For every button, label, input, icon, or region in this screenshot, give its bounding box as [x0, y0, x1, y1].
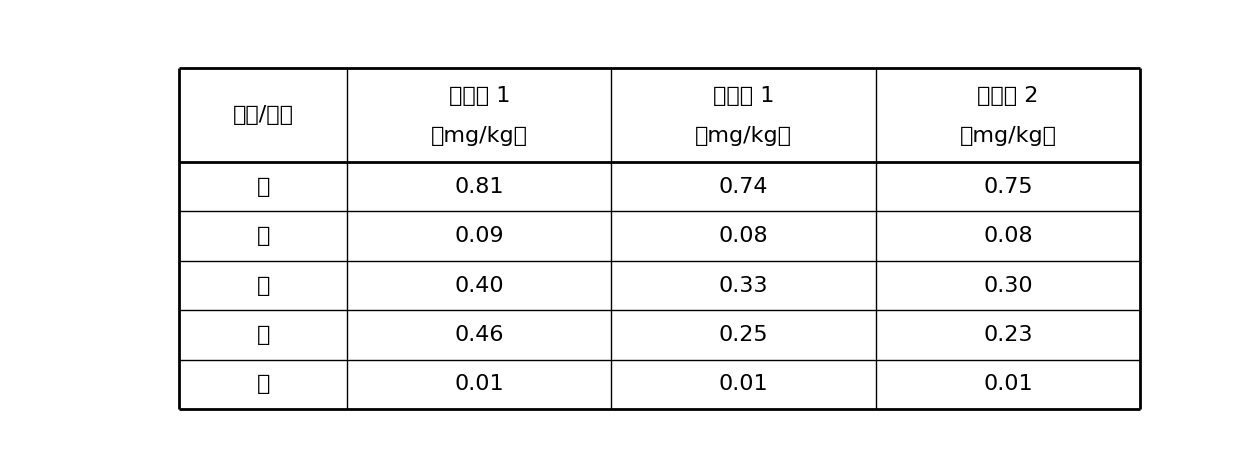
- Text: 0.40: 0.40: [455, 276, 505, 295]
- Text: 实施例 1: 实施例 1: [449, 86, 510, 106]
- Text: 0.30: 0.30: [983, 276, 1033, 295]
- Text: 0.25: 0.25: [719, 325, 769, 345]
- Text: （mg/kg）: （mg/kg）: [696, 126, 792, 145]
- Text: 铬: 铬: [257, 226, 270, 246]
- Text: 0.46: 0.46: [455, 325, 505, 345]
- Text: （mg/kg）: （mg/kg）: [430, 126, 528, 145]
- Text: 对照组 2: 对照组 2: [977, 86, 1039, 106]
- Text: 0.01: 0.01: [455, 374, 505, 395]
- Text: （mg/kg）: （mg/kg）: [960, 126, 1056, 145]
- Text: 对照组 1: 对照组 1: [713, 86, 774, 106]
- Text: 砷: 砷: [257, 374, 270, 395]
- Text: 0.01: 0.01: [983, 374, 1033, 395]
- Text: 0.74: 0.74: [719, 177, 769, 197]
- Text: 镉: 镉: [257, 276, 270, 295]
- Text: 铜: 铜: [257, 325, 270, 345]
- Text: 0.75: 0.75: [983, 177, 1033, 197]
- Text: 0.09: 0.09: [455, 226, 505, 246]
- Text: 0.23: 0.23: [983, 325, 1033, 345]
- Text: 0.33: 0.33: [719, 276, 769, 295]
- Text: 0.81: 0.81: [455, 177, 505, 197]
- Text: 0.08: 0.08: [983, 226, 1033, 246]
- Text: 0.01: 0.01: [719, 374, 769, 395]
- Text: 项目/组别: 项目/组别: [233, 105, 294, 125]
- Text: 0.08: 0.08: [719, 226, 769, 246]
- Text: 铅: 铅: [257, 177, 270, 197]
